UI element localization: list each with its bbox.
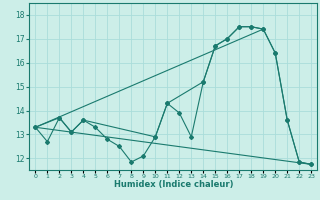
X-axis label: Humidex (Indice chaleur): Humidex (Indice chaleur)	[114, 180, 233, 189]
